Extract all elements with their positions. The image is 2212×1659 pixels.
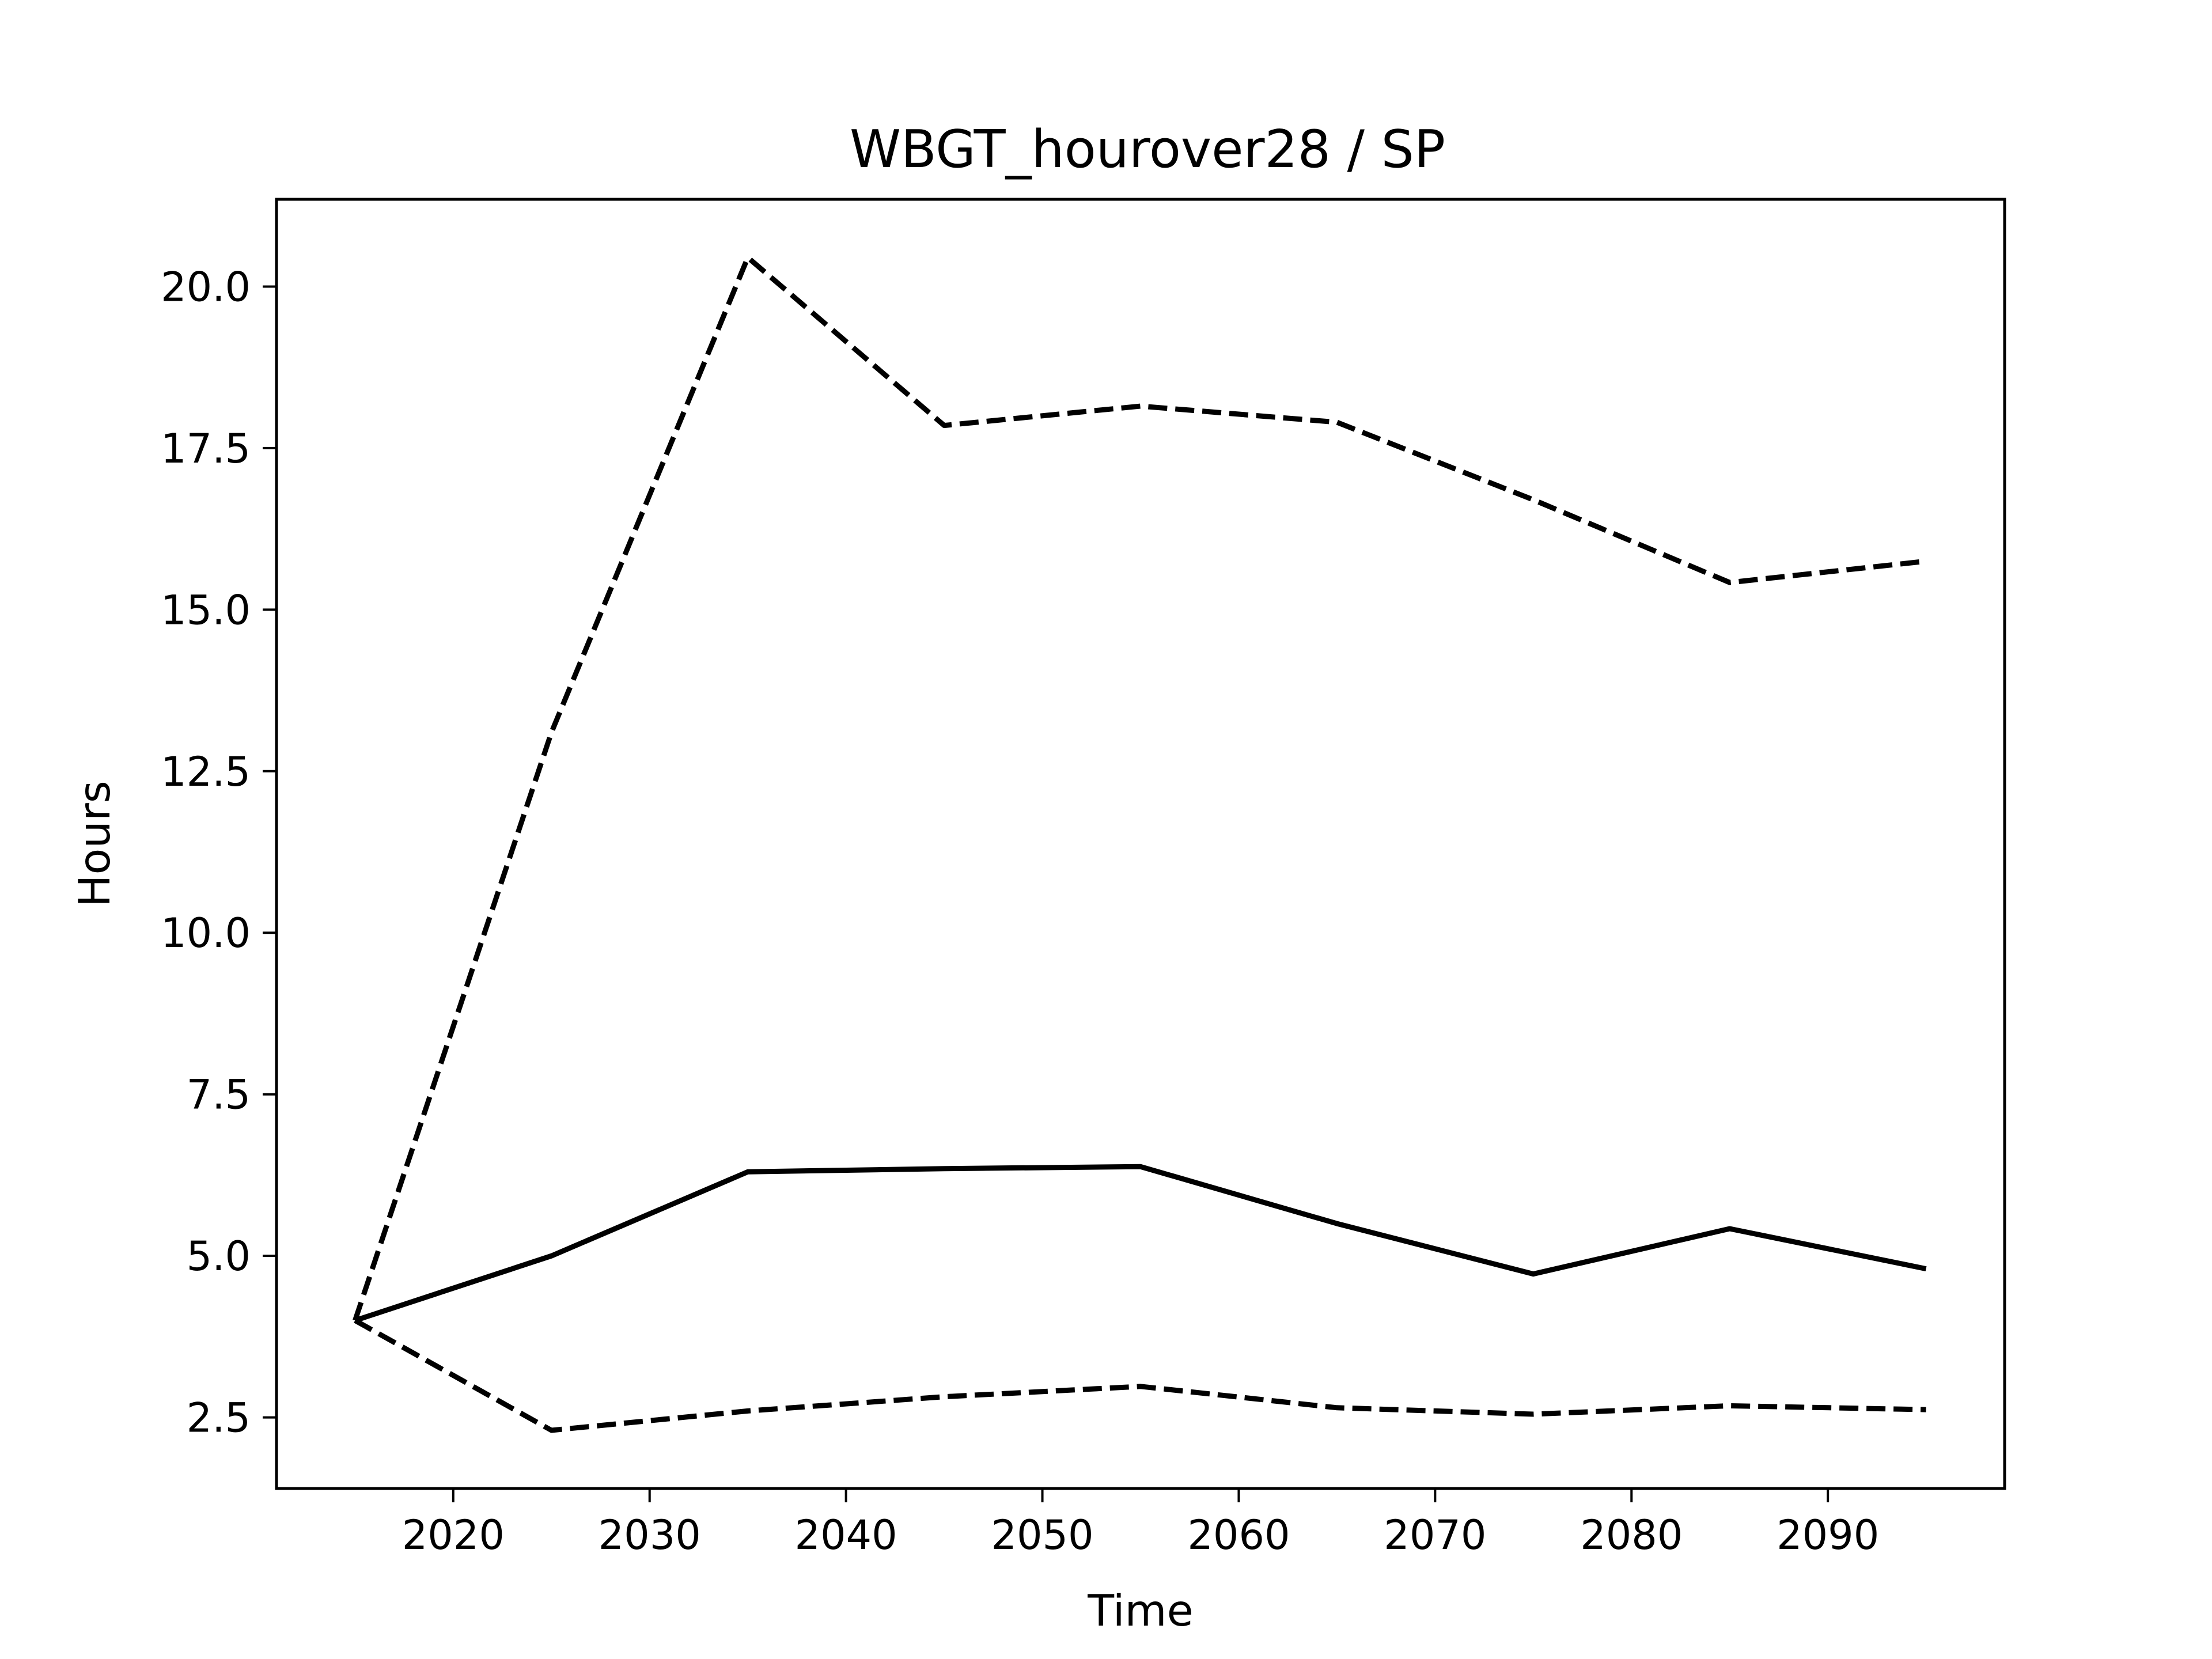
series-layer	[353, 255, 1927, 1433]
x-tick-label: 2020	[402, 1512, 505, 1559]
y-tick-label: 15.0	[161, 586, 251, 634]
y-tick-label: 10.0	[161, 910, 251, 957]
x-tick-label: 2090	[1777, 1512, 1879, 1559]
series-line-1	[354, 1164, 1927, 1323]
x-tick-label: 2060	[1187, 1512, 1290, 1559]
y-tick-label: 7.5	[187, 1071, 251, 1119]
y-tick-label: 12.5	[161, 748, 251, 796]
x-axis-label: Time	[1087, 1585, 1194, 1636]
y-tick-label: 5.0	[187, 1233, 251, 1280]
y-tick-label: 2.5	[187, 1395, 251, 1442]
x-tick-label: 2050	[991, 1512, 1093, 1559]
y-axis-label: Hours	[69, 781, 120, 907]
y-tick-label: 17.5	[161, 425, 251, 472]
x-axis: 2020 2030 2040 2050 2060 2070 2080 2090	[402, 1488, 1879, 1559]
y-axis: 2.5 5.0 7.5 10.0 12.5 15.0 17.5 20.0	[161, 263, 276, 1442]
x-tick-label: 2030	[599, 1512, 701, 1559]
x-tick-label: 2040	[795, 1512, 897, 1559]
plot-frame	[275, 198, 2006, 1490]
series-line-2	[353, 255, 1927, 1321]
x-tick-label: 2070	[1384, 1512, 1486, 1559]
y-tick-label: 20.0	[161, 263, 251, 310]
series-line-3	[354, 1318, 1926, 1433]
chart-title: WBGT_hourover28 / SP	[850, 119, 1445, 180]
x-tick-label: 2080	[1580, 1512, 1683, 1559]
